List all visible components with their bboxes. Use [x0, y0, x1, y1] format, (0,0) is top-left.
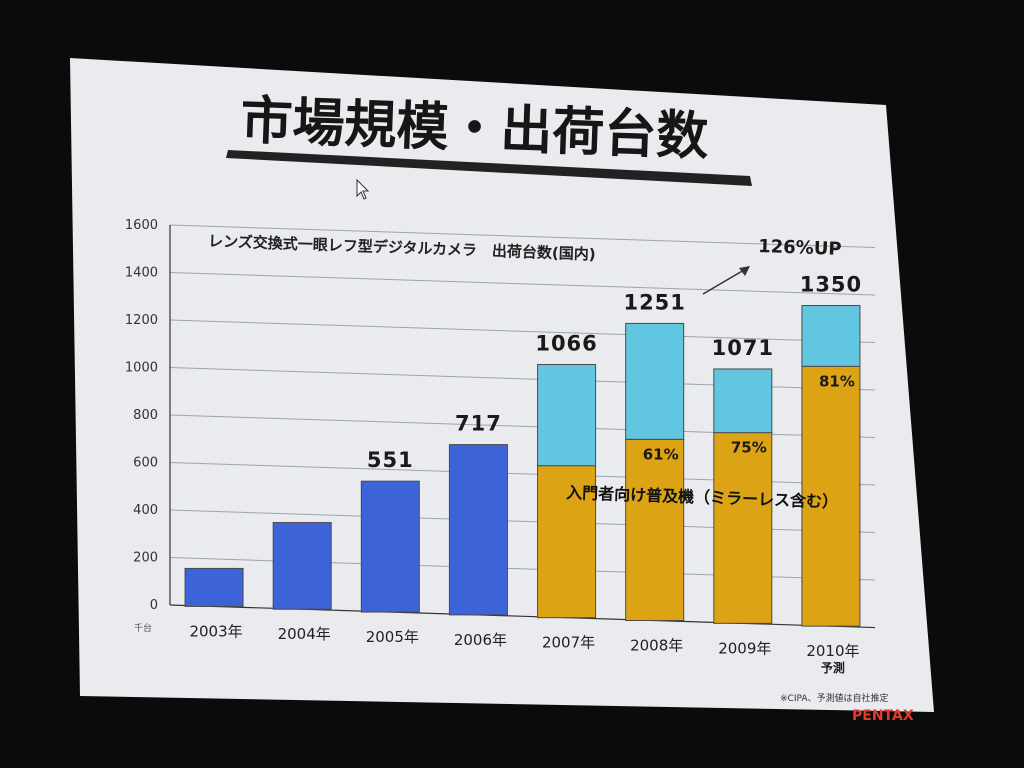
cursor-icon: [356, 178, 370, 200]
data-label: 551: [367, 448, 414, 472]
y-tick-label: 1200: [125, 313, 158, 328]
y-tick-label: 600: [133, 456, 158, 471]
data-label: 1066: [535, 332, 597, 356]
bar-segment: [801, 305, 861, 367]
share-label: 81%: [819, 372, 855, 390]
x-tick-label: 2003年: [189, 622, 242, 640]
x-tick-label: 2005年: [366, 628, 419, 646]
bar-segment: [625, 438, 685, 622]
bar-segment: [360, 480, 420, 613]
y-tick-label: 1400: [125, 266, 158, 281]
growth-arrow-head: [739, 266, 750, 276]
growth-arrow-line: [702, 269, 745, 295]
bar-segment: [537, 465, 597, 619]
bar-segment: [184, 567, 244, 607]
bar-segment: [272, 522, 332, 610]
data-label: 717: [455, 412, 502, 436]
bar-segment: [448, 444, 508, 616]
source-note: ※CIPA、予測値は自社推定: [780, 692, 889, 704]
data-label: 1071: [712, 336, 774, 360]
x-tick-label: 2007年: [542, 634, 595, 652]
brand-logo: PENTAX: [852, 708, 914, 724]
growth-annotation: 126%UP: [758, 236, 842, 260]
x-tick-label: 2008年: [630, 637, 683, 655]
x-tick-label: 2010年: [806, 642, 859, 660]
bar-chart: 0 200 400 600 800 1000 1200 1400 1600 2003年 2004年 5…: [125, 218, 876, 675]
data-label: 1251: [623, 290, 685, 314]
y-tick-label: 1600: [125, 218, 158, 233]
bar-segment: [801, 365, 861, 627]
unit-label: 千台: [134, 622, 152, 634]
bar-segment: [625, 322, 685, 440]
share-label: 61%: [643, 445, 679, 463]
bar-segment: [537, 364, 597, 467]
y-tick-label: 0: [150, 598, 158, 613]
gridline: [169, 272, 876, 296]
data-label: 1350: [800, 273, 862, 297]
x-tick-note: 予測: [821, 660, 845, 675]
x-tick-label: 2004年: [278, 625, 331, 643]
y-tick-label: 1000: [125, 361, 158, 376]
title-underline: [226, 150, 752, 186]
gridline: [169, 224, 876, 249]
x-tick-label: 2009年: [718, 639, 771, 657]
y-tick-label: 200: [133, 551, 158, 566]
bar-segment: [713, 368, 773, 434]
y-tick-label: 800: [133, 408, 158, 423]
bar-segment: [713, 432, 773, 624]
x-tick-label: 2006年: [454, 631, 507, 649]
gridline: [169, 319, 876, 344]
share-label: 75%: [731, 439, 767, 457]
y-tick-label: 400: [133, 503, 158, 518]
